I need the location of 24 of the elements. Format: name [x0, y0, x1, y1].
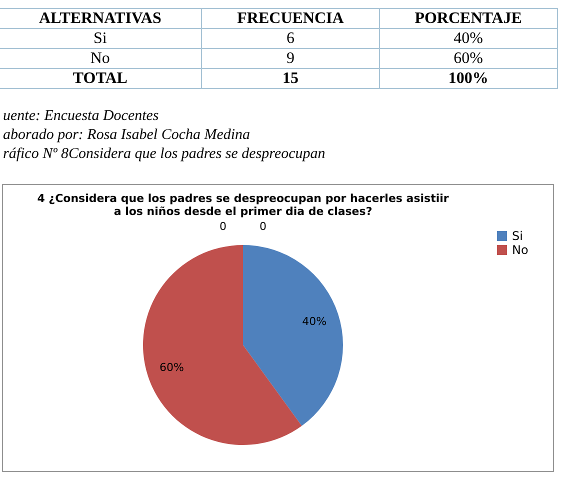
- legend-label: No: [512, 243, 528, 257]
- data-label: 60%: [159, 361, 184, 374]
- text: 60%: [379, 48, 558, 68]
- chart-title: 4 ¿Considera que los padres se despreocupan por hacerles asistiir a los niños desde el primer dia de clases?: [37, 192, 450, 218]
- data-label: 40%: [302, 314, 327, 328]
- pie-slice: [243, 245, 343, 426]
- text: 6: [202, 28, 380, 48]
- text: 40%: [379, 28, 558, 48]
- text: No: [0, 48, 202, 68]
- text: 100%: [379, 68, 558, 88]
- text: 15: [202, 68, 380, 88]
- text: ALTERNATIVAS: [0, 8, 202, 28]
- text: FRECUENCIA: [202, 8, 380, 28]
- text: PORCENTAJE: [379, 8, 558, 28]
- text: aborado por: Rosa Isabel Cocha Medina: [3, 126, 252, 145]
- legend-label: Si: [512, 229, 523, 243]
- text: TOTAL: [0, 68, 202, 88]
- text: 0: [260, 220, 266, 233]
- text: ráfico Nº 8Considera que los padres se despreocupan: [3, 145, 326, 164]
- pie-slice: [143, 245, 302, 445]
- text: uente: Encuesta Docentes: [3, 107, 160, 126]
- text: Si: [0, 28, 202, 48]
- text: 9: [202, 48, 380, 68]
- text: 0: [220, 220, 226, 233]
